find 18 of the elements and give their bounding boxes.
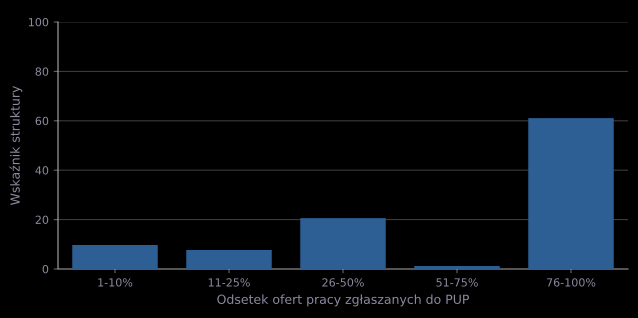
x-tick-label: 51-75% [436,278,478,287]
y-tick-label: 0 [42,264,48,274]
y-tick-label: 20 [36,216,48,224]
y-tick-label: 40 [35,166,48,175]
bar [186,250,272,269]
bar [300,218,386,269]
bar [414,266,500,269]
x-tick-label: 26-50% [322,278,364,287]
x-tick-label: 11-25% [208,278,250,287]
y-axis-title: Wskaźnik struktury [10,86,22,205]
x-axis-title: Odsetek ofert pracy zgłaszanych do PUP [217,294,469,306]
y-tick-label: 80 [36,67,48,76]
y-tick-label: 60 [36,116,48,126]
bar [72,245,158,269]
x-tick-label: 1-10% [98,278,132,287]
y-tick-label: 100 [28,18,48,26]
x-tick-label: 76-100% [546,278,596,287]
bar [528,118,614,269]
